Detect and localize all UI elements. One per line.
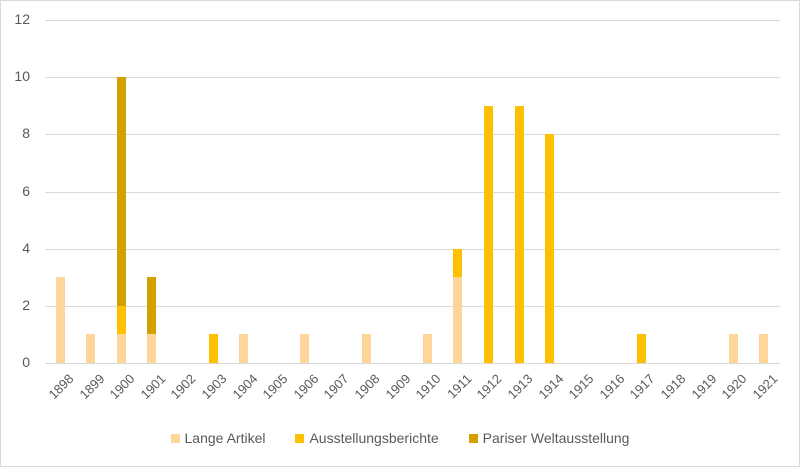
bar-1905 bbox=[270, 20, 279, 363]
bar-1898 bbox=[55, 20, 65, 363]
bar-1919 bbox=[698, 20, 707, 363]
bar-segment bbox=[300, 334, 310, 363]
legend-swatch bbox=[468, 433, 478, 443]
bar-segment bbox=[86, 334, 96, 363]
y-tick-label: 12 bbox=[14, 11, 30, 27]
bar-segment bbox=[116, 334, 126, 363]
y-tick-label: 10 bbox=[14, 68, 30, 85]
bar-1917 bbox=[636, 20, 646, 363]
bar-segment bbox=[116, 77, 126, 306]
bar-1903 bbox=[208, 20, 218, 363]
bar-1904 bbox=[239, 20, 249, 363]
y-tick-label: 2 bbox=[22, 296, 30, 313]
plot-area bbox=[45, 20, 780, 364]
bar-segment bbox=[239, 334, 249, 363]
bar-1902 bbox=[178, 20, 187, 363]
bar-1916 bbox=[606, 20, 615, 363]
bar-segment bbox=[728, 334, 738, 363]
bar-segment bbox=[422, 334, 432, 363]
y-tick-label: 8 bbox=[22, 125, 30, 142]
bar-segment bbox=[55, 277, 65, 363]
gridline bbox=[45, 191, 780, 193]
bar-1912 bbox=[483, 20, 493, 363]
bar-segment bbox=[361, 334, 371, 363]
bar-1910 bbox=[422, 20, 432, 363]
legend: Lange Artikel Ausstellungsberichte Paris… bbox=[0, 430, 800, 446]
bar-1914 bbox=[545, 20, 555, 363]
bar-segment bbox=[636, 334, 646, 363]
bar-1915 bbox=[576, 20, 585, 363]
legend-item-lange-artikel: Lange Artikel bbox=[170, 430, 265, 446]
bar-segment bbox=[147, 334, 157, 363]
bar-1907 bbox=[331, 20, 340, 363]
bar-segment bbox=[514, 105, 524, 363]
bar-segment bbox=[208, 334, 218, 363]
bar-segment bbox=[483, 105, 493, 363]
legend-item-ausstellungsberichte: Ausstellungsberichte bbox=[295, 430, 439, 446]
gridline bbox=[45, 20, 780, 21]
bar-segment bbox=[453, 248, 463, 278]
bar-1901 bbox=[147, 20, 157, 363]
gridline bbox=[45, 305, 780, 307]
bar-1918 bbox=[668, 20, 677, 363]
y-tick-label: 6 bbox=[22, 182, 30, 199]
y-tick-label: 0 bbox=[22, 354, 30, 370]
legend-swatch bbox=[170, 433, 180, 443]
bar-1900 bbox=[116, 20, 126, 363]
bar-1911 bbox=[453, 20, 463, 363]
gridline bbox=[45, 248, 780, 250]
gridline bbox=[45, 134, 780, 136]
bar-segment bbox=[147, 277, 157, 335]
legend-item-pariser-weltausstellung: Pariser Weltausstellung bbox=[468, 430, 629, 446]
gridline bbox=[45, 363, 780, 364]
bar-1921 bbox=[759, 20, 769, 363]
bar-1906 bbox=[300, 20, 310, 363]
bar-segment bbox=[759, 334, 769, 363]
bar-1909 bbox=[392, 20, 401, 363]
bar-1920 bbox=[728, 20, 738, 363]
bar-segment bbox=[116, 305, 126, 335]
y-tick-label: 4 bbox=[22, 239, 30, 256]
bar-1908 bbox=[361, 20, 371, 363]
bar-segment bbox=[453, 277, 463, 363]
bar-1913 bbox=[514, 20, 524, 363]
bar-segment bbox=[545, 134, 555, 363]
legend-swatch bbox=[295, 433, 305, 443]
bar-1899 bbox=[86, 20, 96, 363]
gridline bbox=[45, 77, 780, 79]
